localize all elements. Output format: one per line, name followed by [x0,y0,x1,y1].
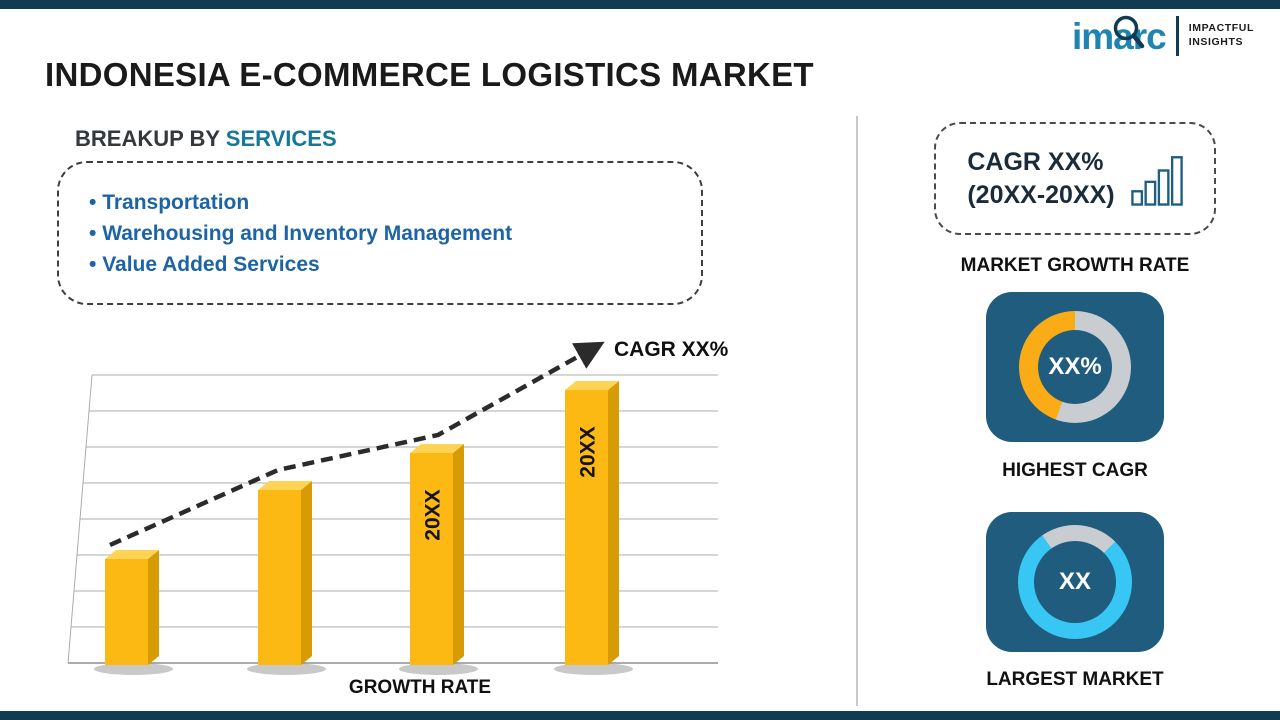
largest-market-label: LARGEST MARKET [986,669,1164,690]
breakup-heading-prefix: BREAKUP BY [75,126,226,151]
imarc-logo: imarc IMPACTFUL INSIGHTS [1072,15,1254,56]
logo-tagline-line1: IMPACTFUL [1188,22,1254,35]
cagr-box-text: CAGR XX% (20XX-20XX) [967,146,1114,211]
highest-cagr-donut: XX% [1019,311,1131,423]
largest-market-donut: XX [1018,525,1132,639]
breakup-heading: BREAKUP BY SERVICES [75,126,337,152]
logo-divider [1175,16,1179,56]
logo-tagline: IMPACTFUL INSIGHTS [1189,22,1254,49]
logo-wordmark: imarc [1072,15,1167,55]
bar-chart-svg: 20XX 20XX [67,341,718,675]
page-title: INDONESIA E-COMMERCE LOGISTICS MARKET [45,56,814,93]
highest-cagr-label: HIGHEST CAGR [1002,460,1148,481]
svg-text:20XX: 20XX [422,489,445,540]
largest-market-card: XX [986,512,1164,652]
services-list-box: Transportation Warehousing and Inventory… [57,161,703,305]
cagr-value: CAGR XX% [967,148,1104,176]
chart-bars: 20XX 20XX [93,341,634,675]
growth-bar-chart: 20XX 20XX [60,333,720,691]
svg-text:20XX: 20XX [577,426,600,477]
cagr-period: (20XX-20XX) [967,180,1115,209]
logo-tagline-line2: INSIGHTS [1188,36,1244,48]
services-list: Transportation Warehousing and Inventory… [59,187,512,280]
bar-chart-icon [1130,155,1183,206]
cagr-box: CAGR XX% (20XX-20XX) [934,122,1216,235]
market-growth-rate-label: MARKET GROWTH RATE [960,255,1190,276]
section-divider [856,116,858,706]
breakup-heading-accent: SERVICES [225,126,337,151]
magnifier-icon [1113,15,1145,48]
chart-x-axis-label: GROWTH RATE [348,677,492,698]
largest-market-value: XX [1058,568,1091,595]
service-item: Warehousing and Inventory Management [89,218,512,249]
donut-hole: XX [1034,541,1116,623]
top-border-strip [0,0,1280,9]
highest-cagr-value: XX% [1048,353,1102,380]
donut-hole: XX% [1038,330,1112,404]
trend-cagr-label: CAGR XX% [614,338,729,361]
service-item: Transportation [89,187,512,218]
service-item: Value Added Services [89,249,512,280]
highest-cagr-card: XX% [986,292,1164,442]
bottom-border-strip [0,711,1280,720]
